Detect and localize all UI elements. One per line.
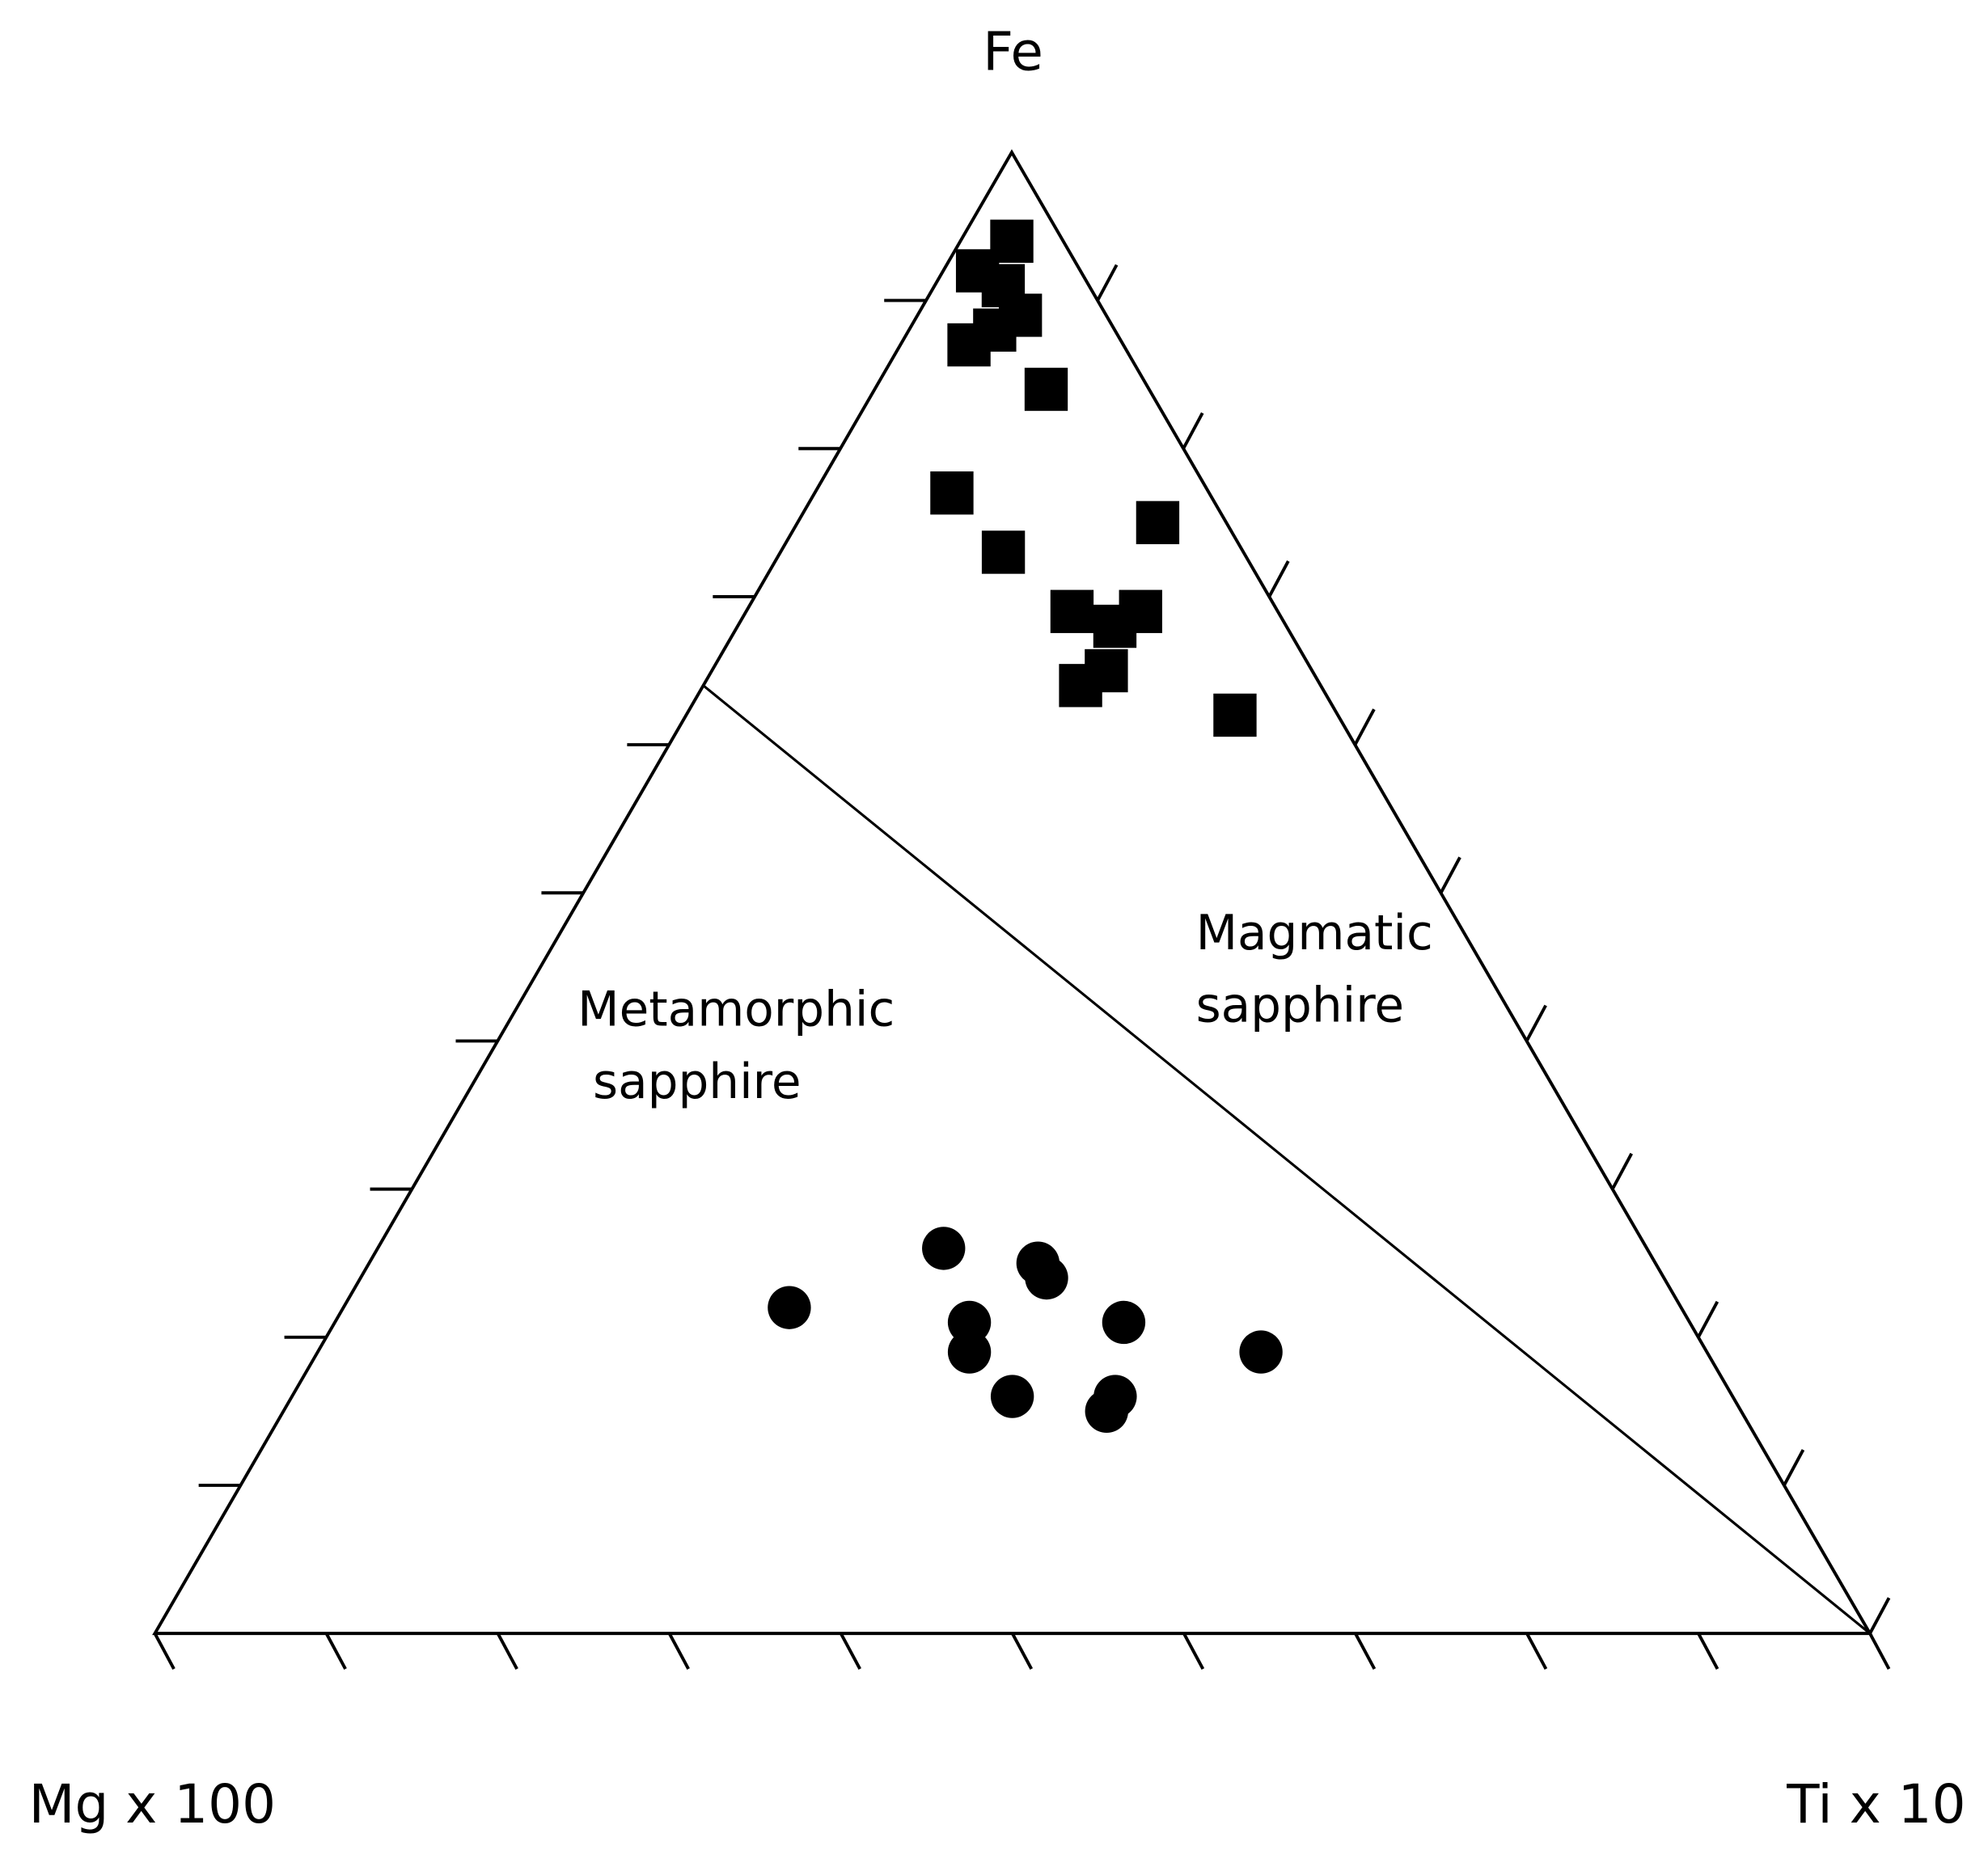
tick-mg-ti — [1525, 1633, 1548, 1671]
tick-mg-ti — [1354, 1633, 1377, 1671]
tick-mg-ti — [1697, 1633, 1719, 1671]
circle-marker — [947, 1330, 992, 1374]
axis-label-ti: Ti x 10 — [1786, 1773, 1965, 1835]
square-marker — [1119, 589, 1162, 633]
axis-label-mg: Mg x 100 — [29, 1773, 276, 1835]
tick-mg-ti — [667, 1633, 690, 1671]
region-boundary — [702, 684, 1872, 1635]
tick-fe-ti — [1697, 1300, 1719, 1338]
tick-mg-ti — [496, 1633, 518, 1671]
tick-mg-ti — [1182, 1633, 1205, 1671]
tick-mg-ti — [839, 1633, 861, 1671]
region-label: sapphire — [593, 1054, 802, 1110]
tick-fe-ti — [1610, 1152, 1633, 1190]
circle-marker — [990, 1375, 1034, 1418]
tick-mg-ti — [1011, 1633, 1034, 1671]
square-marker — [930, 471, 974, 515]
circle-marker — [1102, 1300, 1146, 1345]
square-marker — [981, 530, 1026, 574]
square-marker — [973, 308, 1017, 352]
square-marker — [1136, 501, 1180, 545]
tick-fe-ti — [1267, 560, 1290, 598]
square-marker — [1050, 589, 1094, 633]
tick-fe-ti — [1353, 708, 1376, 746]
tick-mg-ti — [153, 1633, 176, 1671]
tick-fe-ti — [1096, 264, 1119, 302]
square-marker — [1213, 693, 1257, 737]
circle-marker — [947, 1300, 992, 1345]
square-marker — [1059, 664, 1102, 708]
region-label: Magmatic — [1196, 906, 1433, 961]
tick-fe-ti — [1439, 856, 1461, 894]
tick-fe-ti — [1868, 1597, 1891, 1635]
tick-fe-ti — [1783, 1449, 1805, 1486]
region-label: sapphire — [1196, 978, 1405, 1034]
circle-marker — [1025, 1256, 1068, 1300]
circle-marker — [1239, 1330, 1283, 1374]
tick-mg-ti — [324, 1633, 347, 1671]
circle-marker — [1093, 1375, 1137, 1418]
tick-fe-ti — [1525, 1004, 1547, 1042]
circle-marker — [768, 1286, 811, 1329]
circle-marker — [922, 1227, 966, 1270]
region-label: Metamorphic — [577, 982, 895, 1037]
square-marker — [1024, 367, 1068, 412]
tick-mg-ti — [1868, 1633, 1891, 1671]
axis-label-fe: Fe — [983, 20, 1043, 82]
tick-fe-ti — [1182, 412, 1204, 450]
